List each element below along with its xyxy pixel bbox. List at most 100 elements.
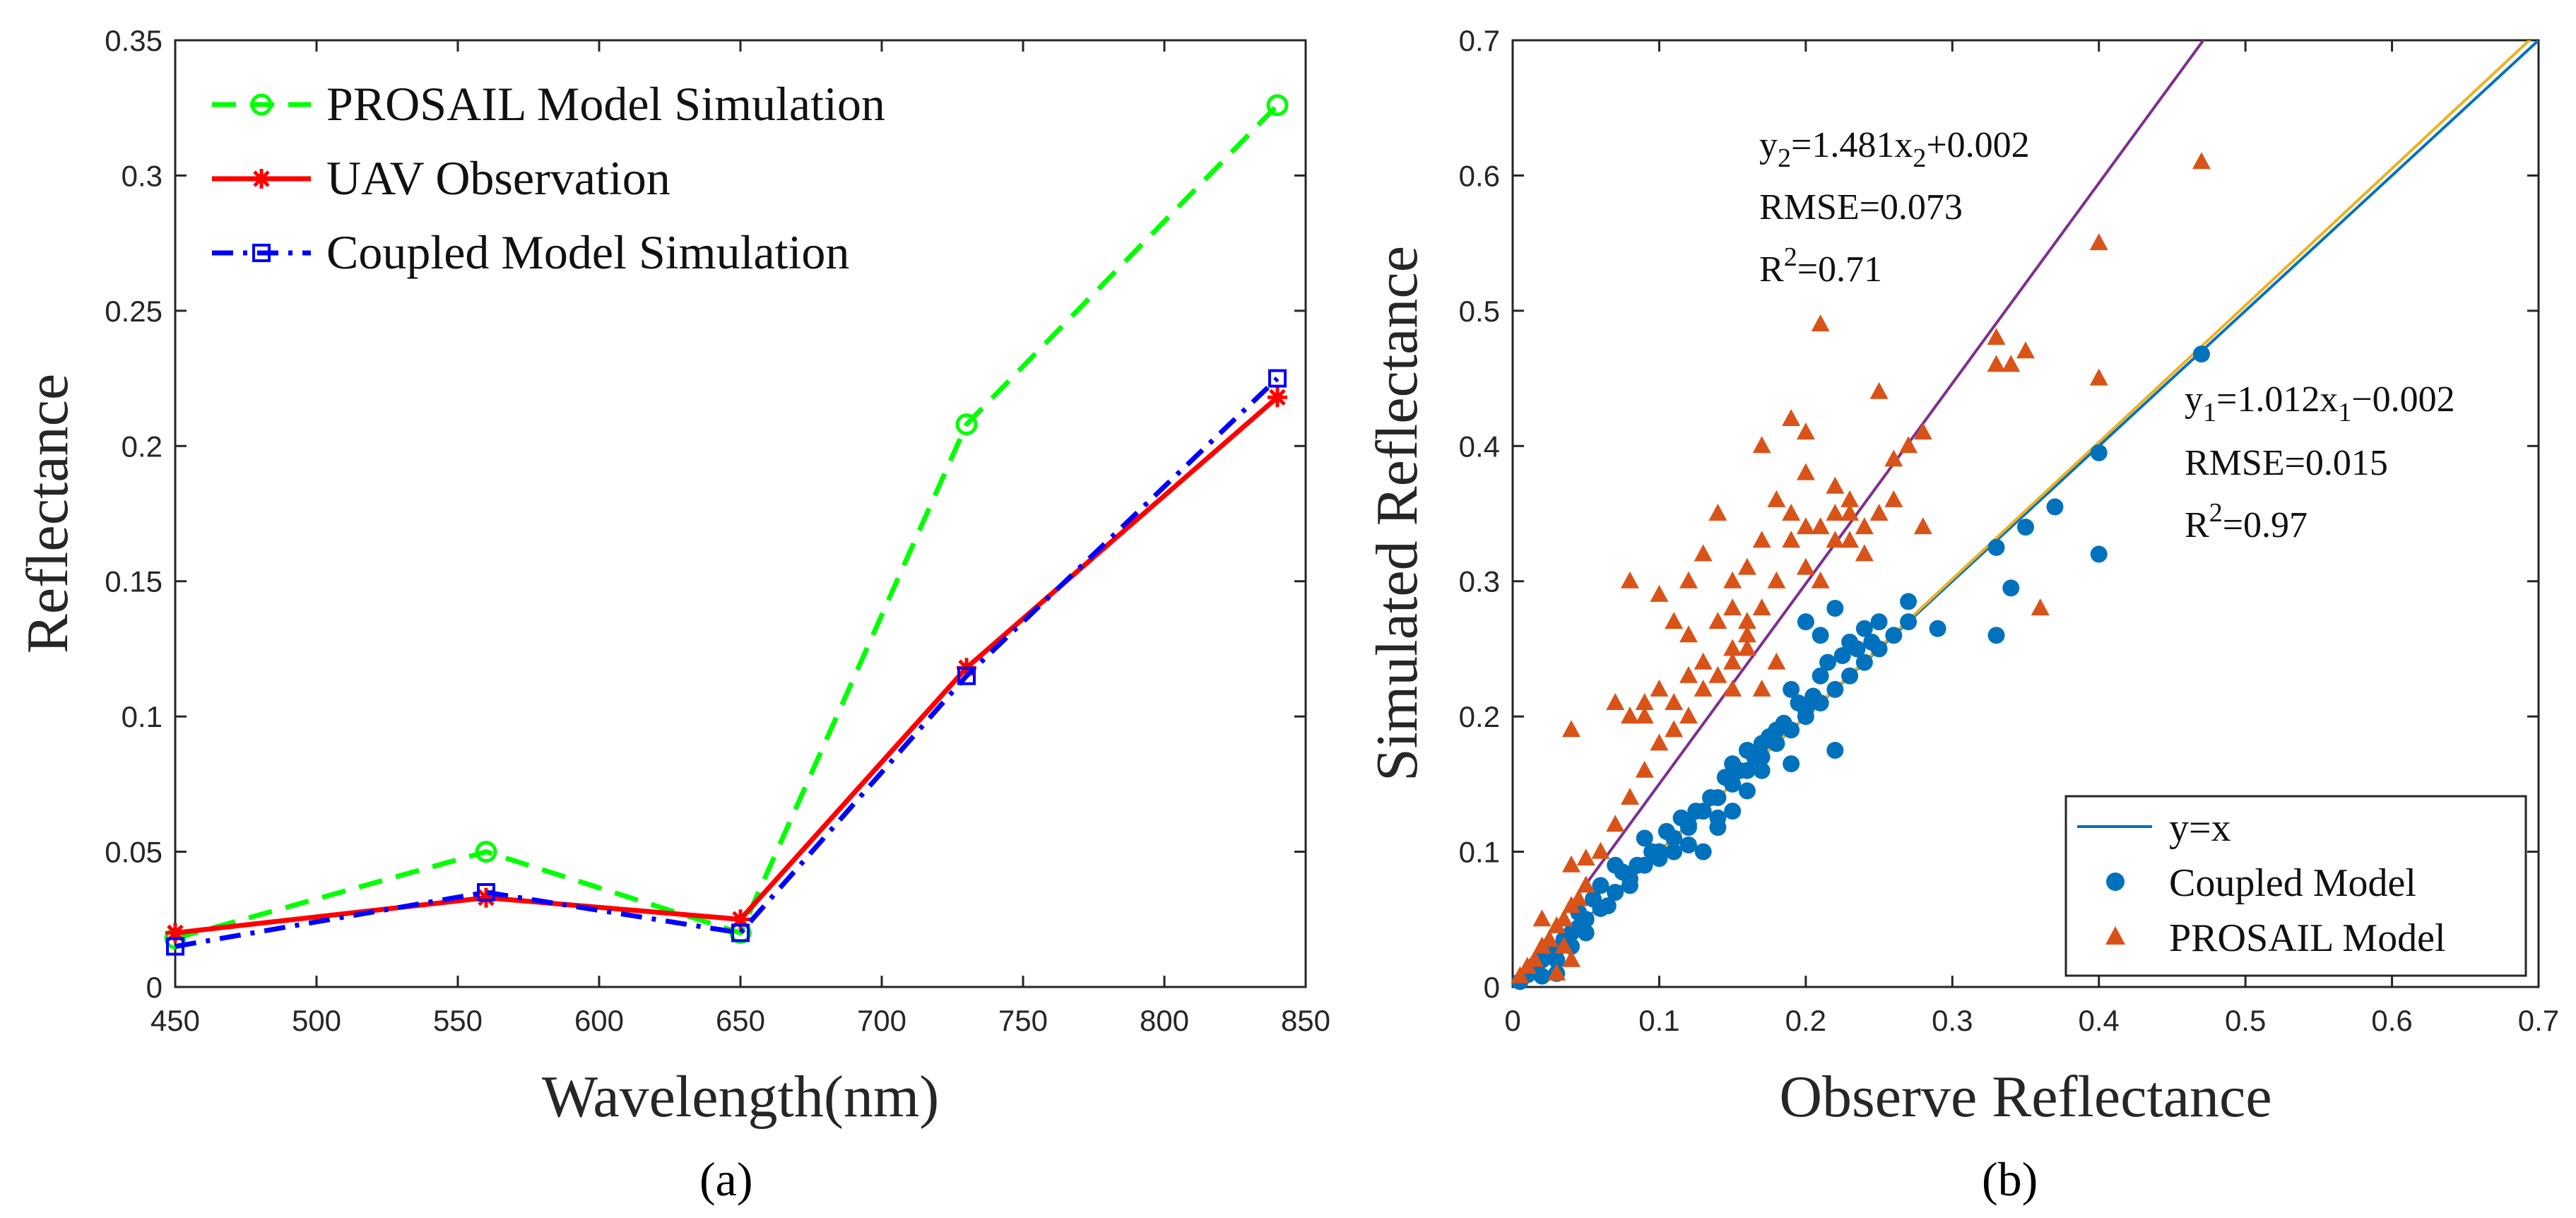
scatter-point xyxy=(1869,382,1889,399)
scatter-point xyxy=(1708,504,1727,521)
scatter-point xyxy=(1687,803,1705,820)
scatter-point xyxy=(1987,627,2005,644)
scatter-point xyxy=(1987,328,2006,345)
scatter-point xyxy=(2031,598,2050,615)
scatter-point xyxy=(1826,531,1845,548)
scatter-point xyxy=(1796,422,1815,440)
panel-a-series xyxy=(164,94,1289,956)
scatter-point xyxy=(1723,679,1742,697)
data-point xyxy=(1268,387,1287,408)
line-fit-prosail xyxy=(1513,40,2206,986)
scatter-point xyxy=(1869,504,1889,521)
scatter-point xyxy=(1606,693,1625,710)
panel-b-ticks: 0 0.1 0.2 0.3 0.4 0.5 0.6 0.7 0 0.1 0.2 0.3 0.4 0.5 0.… xyxy=(1459,24,2560,1037)
panel-a-label: (a) xyxy=(699,1152,752,1206)
scatter-point xyxy=(1812,667,1829,685)
scatter-point xyxy=(1775,714,1792,732)
scatter-point xyxy=(1599,897,1617,915)
scatter-point xyxy=(1761,728,1778,745)
scatter-point xyxy=(1635,706,1654,724)
x-tick-label: 650 xyxy=(716,1004,765,1037)
panel-a-chart: 450 500 550 600 650 700 750 800 850 0 0.05 0.1 0.15 0… xyxy=(15,24,1330,1206)
y-tick-label: 0.15 xyxy=(105,565,163,598)
scatter-point xyxy=(1737,639,1756,656)
series-coupled-model-simulation xyxy=(166,369,1287,956)
scatter-point xyxy=(1753,762,1771,779)
scatter-point xyxy=(1855,620,1873,637)
panel-a-xlabel: Wavelength(nm) xyxy=(542,1064,939,1130)
y-tick-label: 0.1 xyxy=(1459,836,1500,869)
scatter-point xyxy=(2002,579,2020,597)
scatter-point xyxy=(1826,504,1845,521)
scatter-point xyxy=(1796,517,1815,535)
y-tick-label: 0.6 xyxy=(1459,159,1500,192)
scatter-point xyxy=(1833,647,1851,664)
scatter-point xyxy=(1540,930,1559,947)
scatter-point xyxy=(1650,679,1669,697)
data-point xyxy=(475,841,497,863)
scatter-point xyxy=(1884,490,1903,507)
scatter-point xyxy=(1708,612,1727,629)
scatter-point xyxy=(1679,625,1698,643)
scatter-point xyxy=(1811,517,1830,535)
scatter-point xyxy=(1576,875,1595,893)
scatter-point xyxy=(1709,819,1727,836)
annotation-part: =0.97 xyxy=(2223,505,2308,545)
scatter-point xyxy=(2192,152,2211,170)
y-tick-label: 0.5 xyxy=(1459,295,1500,328)
scatter-point xyxy=(1606,815,1625,832)
scatter-point xyxy=(2017,519,2034,536)
scatter-point xyxy=(1635,760,1654,778)
asterisk-stroke xyxy=(1269,389,1286,406)
scatter-point xyxy=(1672,809,1690,827)
x-tick-label: 700 xyxy=(857,1004,906,1037)
annotation-part: 2 xyxy=(1778,143,1791,173)
annotation-part: =1.012x xyxy=(2216,379,2338,420)
annotation-part: 2 xyxy=(1913,143,1926,173)
x-tick-label: 750 xyxy=(998,1004,1048,1037)
annotation: RMSE=0.073 xyxy=(1759,187,1963,227)
annotation-part: y xyxy=(2185,379,2203,420)
scatter-point xyxy=(2002,355,2021,372)
scatter-point xyxy=(1658,822,1675,840)
scatter-point xyxy=(1826,476,1845,494)
scatter-point xyxy=(1855,654,1873,671)
y-tick-label: 0.25 xyxy=(105,295,163,328)
data-point xyxy=(1268,369,1287,388)
panel-b-points xyxy=(1511,152,2211,991)
scatter-point xyxy=(1576,849,1595,866)
scatter-point xyxy=(1592,877,1609,894)
scatter-point xyxy=(1752,531,1771,548)
scatter-point xyxy=(1811,571,1830,589)
scatter-point xyxy=(1702,789,1720,806)
scatter-point xyxy=(1679,836,1697,853)
legend-marker-prosail xyxy=(2105,926,2125,945)
data-point xyxy=(166,937,184,956)
asterisk-stroke xyxy=(253,170,270,187)
scatter-point xyxy=(1737,612,1756,629)
legend-marker-coupled xyxy=(2106,873,2125,891)
annotation: y1=1.012x1−0.002 xyxy=(2185,379,2455,427)
y-tick-label: 0.3 xyxy=(1459,565,1500,598)
scatter-point xyxy=(1533,967,1551,985)
scatter-point xyxy=(1679,706,1698,724)
scatter-point xyxy=(1812,627,1829,644)
scatter-point xyxy=(1620,706,1639,724)
annotation: y2=1.481x2+0.002 xyxy=(1759,125,2030,173)
x-tick-label: 0.4 xyxy=(2079,1004,2120,1037)
panel-b-annotations: y2=1.481x2+0.002RMSE=0.073R2=0.71y1=1.01… xyxy=(1759,125,2455,545)
scatter-point xyxy=(1548,951,1566,969)
y-tick-label: 0.2 xyxy=(1459,700,1500,733)
scatter-point xyxy=(1841,531,1860,548)
data-point xyxy=(955,413,978,436)
scatter-point xyxy=(1987,538,2005,556)
panel-b-label: (b) xyxy=(1982,1152,2038,1206)
legend-label: Coupled Model xyxy=(2169,861,2416,905)
y-tick-label: 0.2 xyxy=(122,430,163,463)
annotation-part: +0.002 xyxy=(1926,125,2029,165)
scatter-point xyxy=(1863,633,1881,651)
scatter-point xyxy=(1561,855,1581,873)
legend-label: y=x xyxy=(2169,806,2231,850)
annotation-part: =1.481x xyxy=(1791,125,1913,165)
